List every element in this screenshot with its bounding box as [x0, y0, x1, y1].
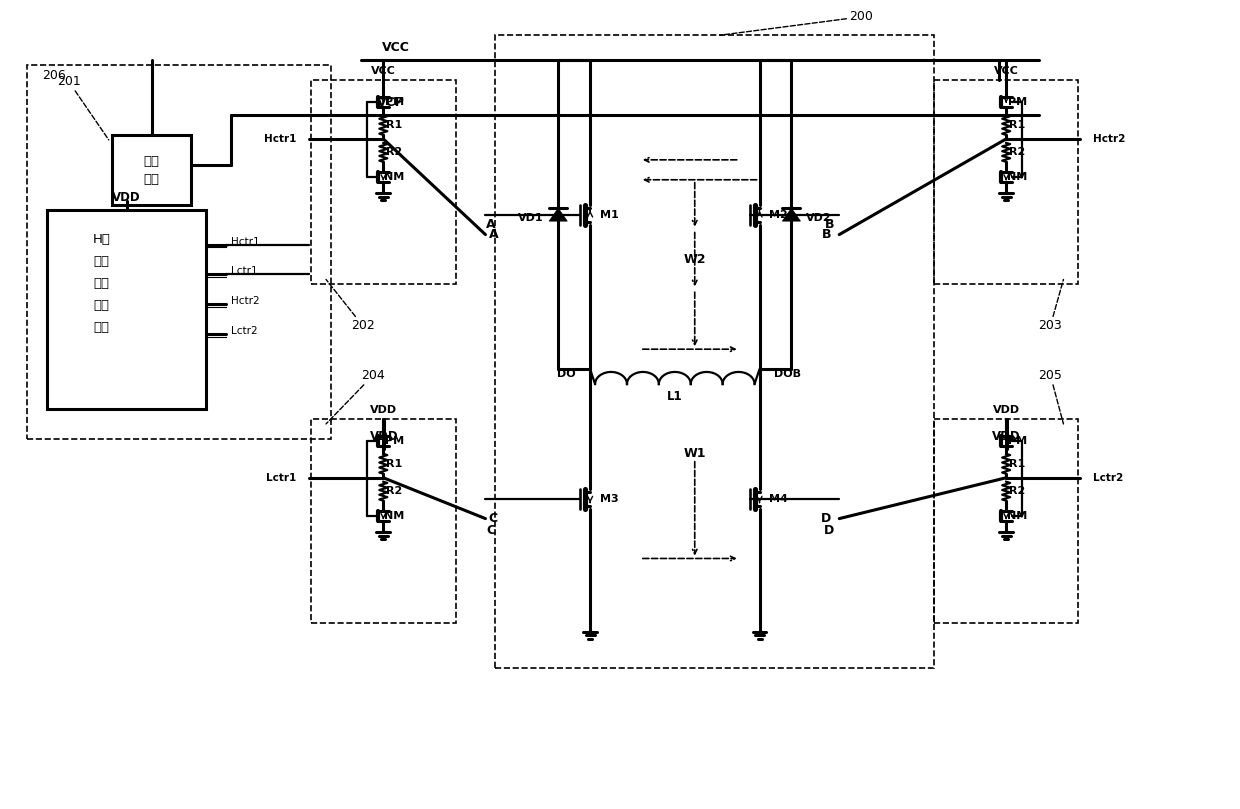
- Text: W1: W1: [683, 447, 706, 460]
- Text: R2: R2: [1009, 486, 1025, 496]
- Text: 200: 200: [719, 11, 873, 36]
- Text: D: D: [821, 512, 831, 525]
- Text: R1: R1: [1009, 120, 1025, 130]
- Polygon shape: [782, 208, 801, 221]
- Text: B: B: [825, 218, 835, 231]
- Text: C: C: [489, 512, 498, 525]
- Text: 204: 204: [326, 369, 384, 424]
- Text: R2: R2: [1009, 147, 1025, 158]
- Text: VD1: VD1: [517, 213, 543, 222]
- Text: 产生: 产生: [94, 299, 110, 311]
- Text: M3: M3: [600, 493, 619, 504]
- Text: PM: PM: [384, 436, 404, 446]
- Text: VCP: VCP: [377, 95, 404, 108]
- Text: Hctr1: Hctr1: [264, 134, 296, 144]
- Text: R1: R1: [386, 459, 403, 468]
- Text: 升压: 升压: [144, 155, 160, 168]
- Text: NM: NM: [384, 510, 404, 521]
- Bar: [934, 419, 1079, 623]
- Bar: [47, 210, 206, 409]
- Bar: [311, 419, 455, 623]
- Bar: [496, 36, 934, 668]
- Text: A: A: [489, 228, 498, 241]
- Text: 201: 201: [57, 75, 109, 140]
- Text: VDD: VDD: [113, 191, 141, 204]
- Text: VDD: VDD: [370, 430, 398, 443]
- Text: Lctr1: Lctr1: [265, 472, 296, 483]
- Text: NM: NM: [1007, 172, 1027, 182]
- Text: M2: M2: [770, 210, 789, 220]
- Text: DOB: DOB: [775, 369, 801, 379]
- Text: Lctr2: Lctr2: [232, 326, 258, 337]
- Text: 信号: 信号: [94, 277, 110, 290]
- Text: 203: 203: [1039, 279, 1064, 332]
- Text: A: A: [486, 218, 495, 231]
- Text: DO: DO: [557, 369, 575, 379]
- Text: VDD: VDD: [992, 430, 1021, 443]
- Text: PM: PM: [1008, 436, 1027, 446]
- Text: C: C: [486, 524, 495, 537]
- Text: Lctr1: Lctr1: [232, 266, 258, 277]
- Text: 205: 205: [1039, 369, 1064, 424]
- Text: PM: PM: [1008, 97, 1027, 107]
- Text: R1: R1: [386, 120, 403, 130]
- Text: R2: R2: [386, 147, 403, 158]
- Text: VCC: VCC: [371, 66, 396, 76]
- Text: R2: R2: [386, 486, 403, 496]
- Text: 206: 206: [42, 69, 66, 82]
- Text: VDD: VDD: [370, 405, 397, 415]
- Bar: [934, 80, 1079, 285]
- Text: H桥: H桥: [93, 233, 110, 246]
- Bar: [311, 80, 455, 285]
- Text: B: B: [822, 228, 831, 241]
- Text: VDD: VDD: [992, 405, 1019, 415]
- Text: L1: L1: [667, 389, 683, 403]
- Text: W2: W2: [683, 253, 706, 266]
- Text: PM: PM: [384, 97, 404, 107]
- Text: VD2: VD2: [806, 213, 832, 222]
- Text: 202: 202: [326, 279, 374, 332]
- Text: 电路: 电路: [94, 320, 110, 334]
- Text: 驱动: 驱动: [94, 255, 110, 268]
- Text: D: D: [825, 524, 835, 537]
- Text: VCC: VCC: [382, 40, 409, 53]
- Text: Hctr2: Hctr2: [232, 296, 260, 307]
- Text: NM: NM: [1007, 510, 1027, 521]
- Text: NM: NM: [384, 172, 404, 182]
- Text: M1: M1: [600, 210, 619, 220]
- Text: Hctr1: Hctr1: [232, 236, 260, 247]
- Text: 电路: 电路: [144, 173, 160, 186]
- Text: R1: R1: [1009, 459, 1025, 468]
- Bar: [112, 135, 191, 205]
- Text: M4: M4: [770, 493, 789, 504]
- Text: VCC: VCC: [993, 66, 1018, 76]
- Polygon shape: [549, 208, 567, 221]
- Bar: [27, 66, 331, 438]
- Text: Hctr2: Hctr2: [1094, 134, 1126, 144]
- Text: Lctr2: Lctr2: [1094, 472, 1123, 483]
